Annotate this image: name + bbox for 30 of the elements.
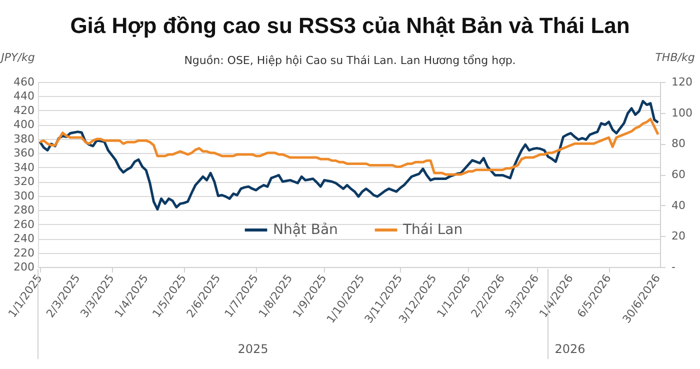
y2-tick-label: - <box>672 260 676 274</box>
text: 2025 <box>238 342 268 356</box>
chart-subtitle: Nguồn: OSE, Hiệp hội Cao su Thái Lan. Lan Hương tổng hợp. <box>184 54 516 67</box>
y2-tick-label: 100 <box>672 106 692 120</box>
y-tick-label: 440 <box>14 90 34 103</box>
text: 2026 <box>554 342 586 356</box>
y-tick-label: 420 <box>14 104 34 117</box>
y2-tick-label: 80 <box>672 137 686 150</box>
y2-tick-label: 40 <box>672 198 686 212</box>
line-series <box>38 118 660 176</box>
y-tick-label: 360 <box>14 146 34 160</box>
y2-axis-title: THB/kg <box>655 51 695 64</box>
y-tick-label: 460 <box>14 76 34 88</box>
y-tick-label: 220 <box>14 246 34 260</box>
y-tick-label: 280 <box>14 204 34 217</box>
y2-tick-label: 60 <box>672 168 686 181</box>
y2-tick-label: 120 <box>672 76 692 88</box>
y-tick-label: 260 <box>14 218 34 231</box>
y-tick-label: 380 <box>14 132 34 146</box>
y-tick-label: 400 <box>14 118 34 132</box>
chart-title: Giá Hợp đồng cao su RSS3 của Nhật Bản và Thái Lan <box>70 13 630 38</box>
line-series <box>38 100 660 211</box>
y2-tick-label: 20 <box>672 230 686 243</box>
y-tick-label: 300 <box>14 189 34 202</box>
y-tick-label: 240 <box>14 232 34 246</box>
legend-label: Thái Lan <box>402 222 463 238</box>
legend-label: Nhật Bản <box>273 222 338 238</box>
y-tick-label: 340 <box>14 160 34 174</box>
y-tick-label: 200 <box>14 260 34 274</box>
y-tick-label: 320 <box>14 175 34 188</box>
